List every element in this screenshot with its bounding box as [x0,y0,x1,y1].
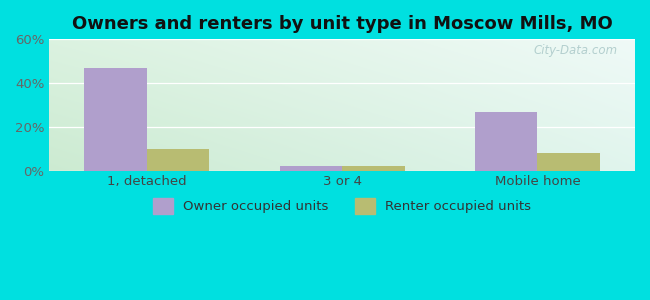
Text: City-Data.com: City-Data.com [533,44,618,57]
Bar [538,153,600,171]
Bar [84,68,147,171]
Bar [475,112,538,171]
Bar [280,166,342,171]
Legend: Owner occupied units, Renter occupied units: Owner occupied units, Renter occupied un… [148,193,537,219]
Bar [342,166,405,171]
Title: Owners and renters by unit type in Moscow Mills, MO: Owners and renters by unit type in Mosco… [72,15,612,33]
Bar [147,148,209,171]
